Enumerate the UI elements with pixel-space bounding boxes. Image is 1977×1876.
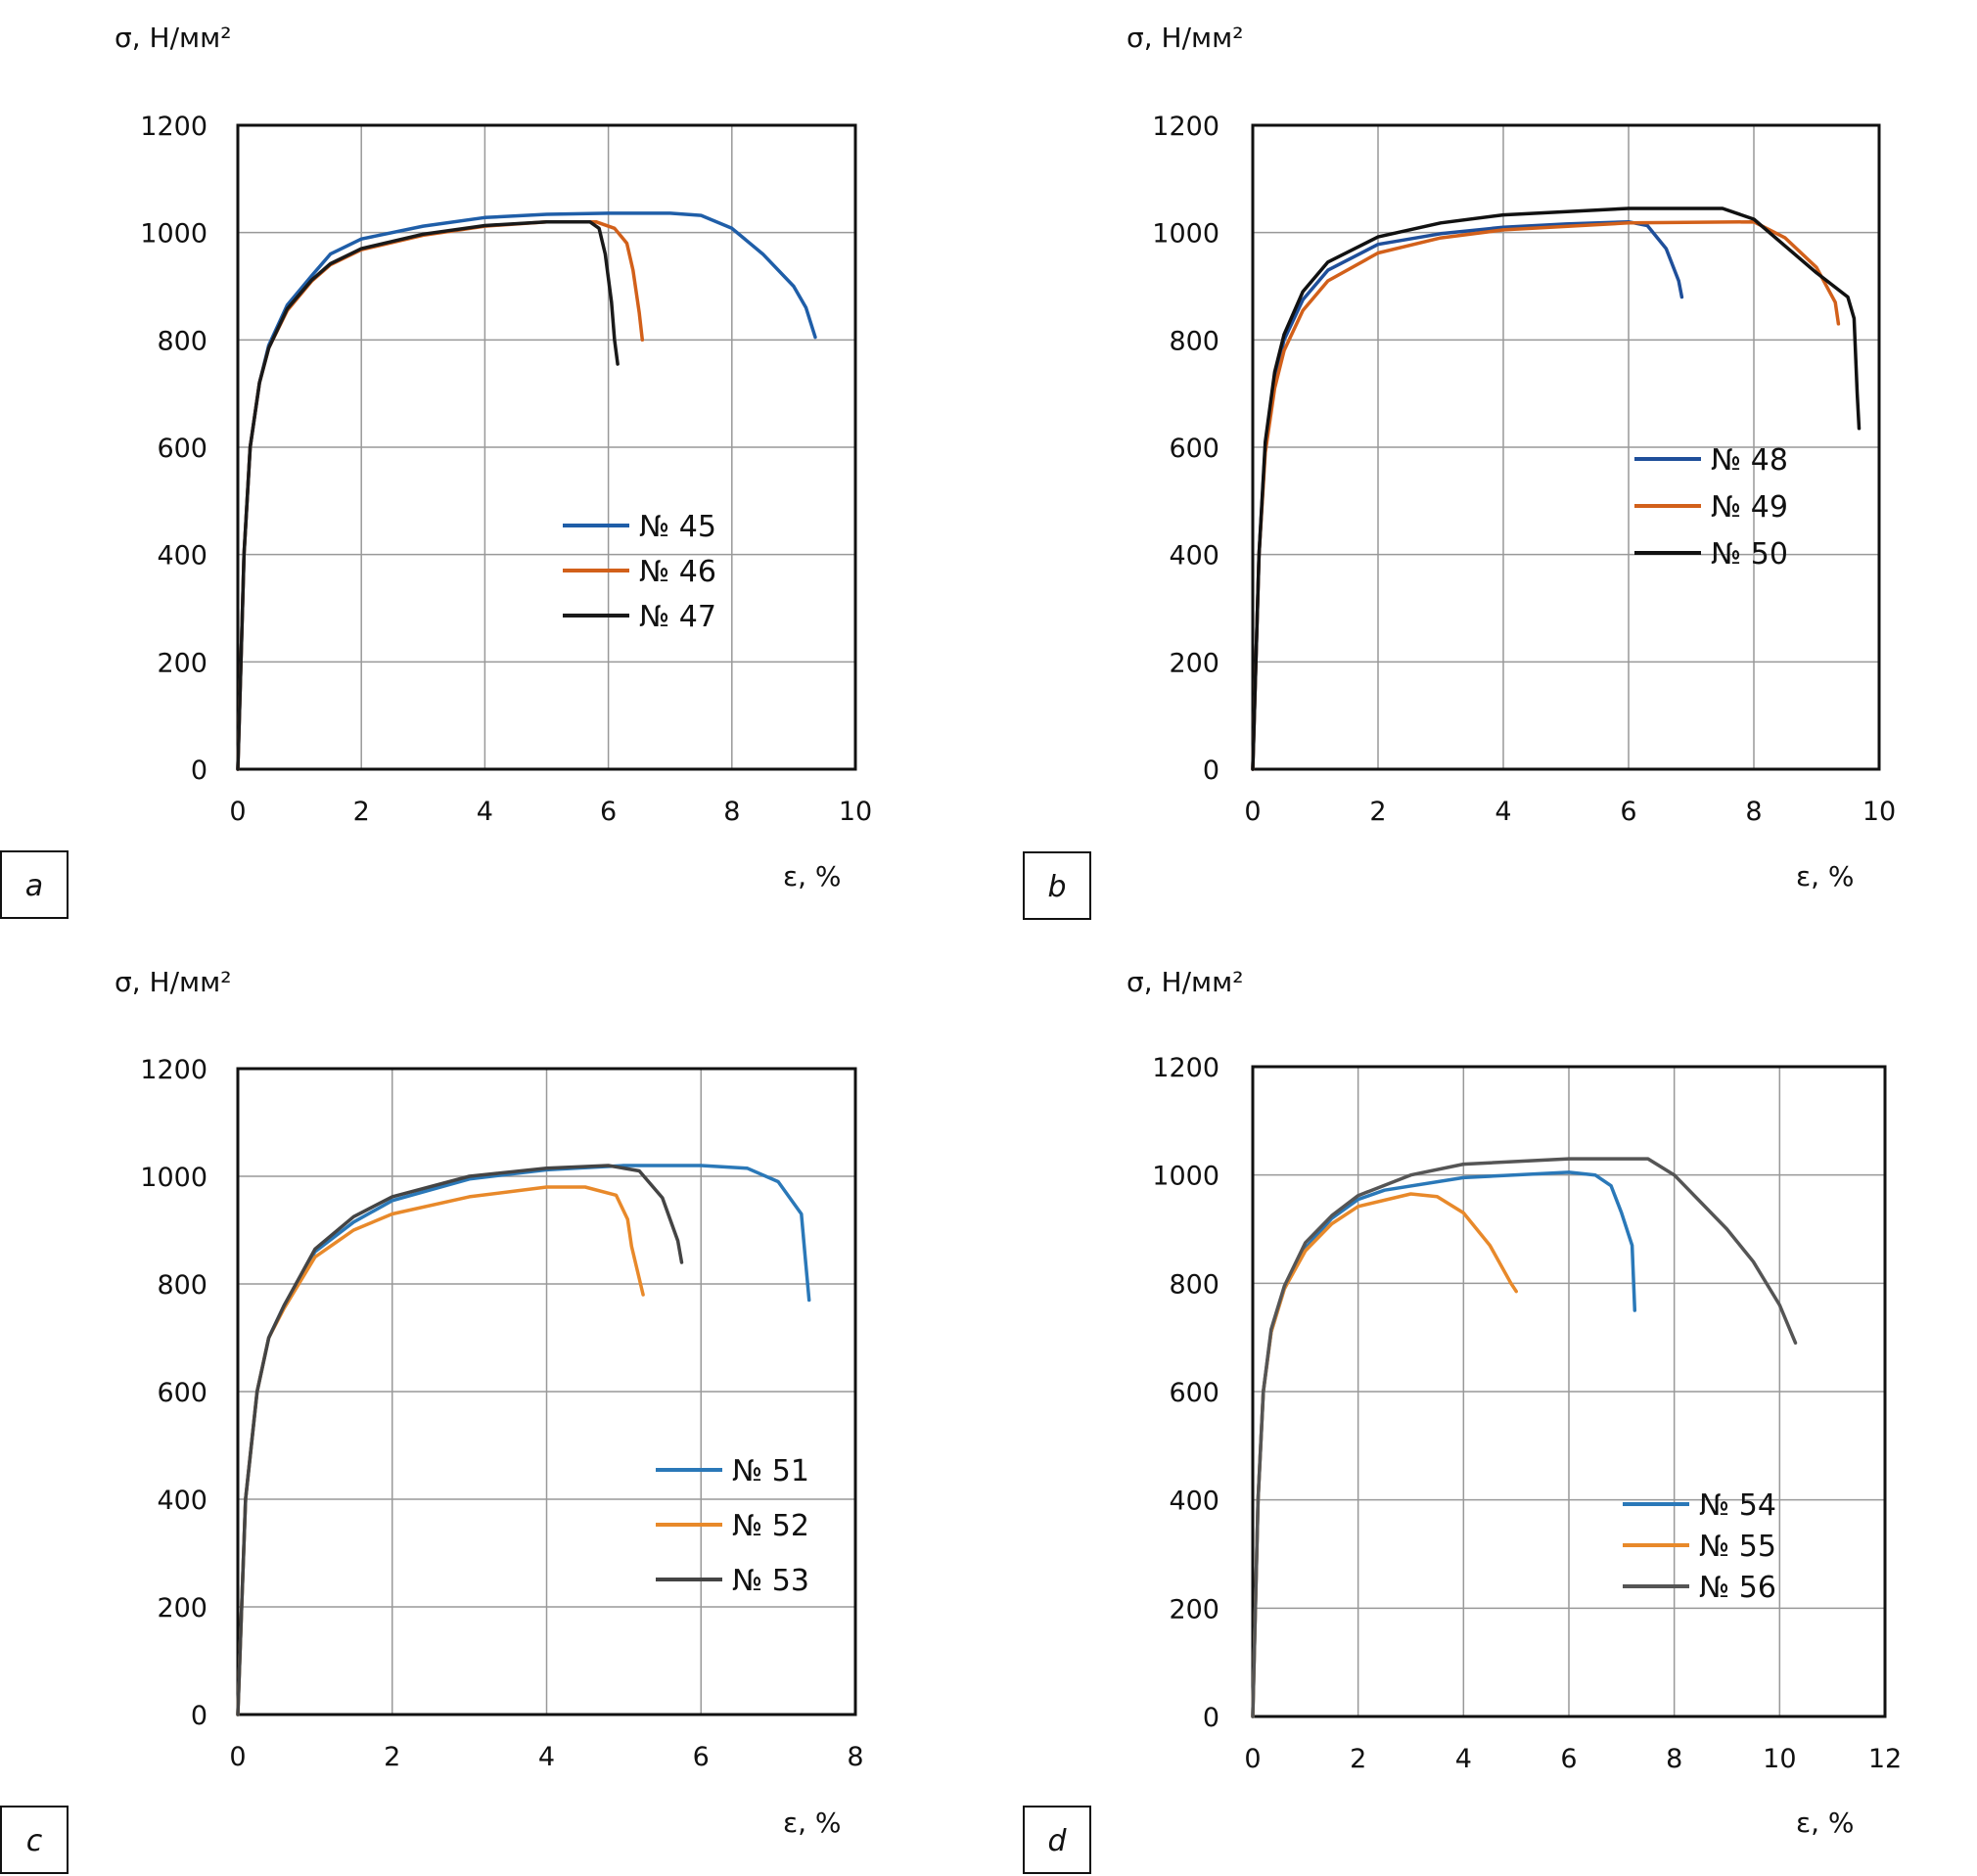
x-tick-label: 0 bbox=[229, 797, 246, 827]
series-line-51 bbox=[236, 1164, 811, 1716]
x-tick-label: 6 bbox=[1560, 1744, 1577, 1774]
legend-label: № 46 bbox=[639, 555, 716, 589]
y-tick-label: 0 bbox=[191, 1701, 207, 1731]
x-tick-label: 2 bbox=[384, 1742, 400, 1772]
x-tick-label: 4 bbox=[538, 1742, 555, 1772]
x-tick-label: 4 bbox=[477, 797, 493, 827]
legend-label: № 53 bbox=[732, 1564, 809, 1598]
chart-panel-a: 0 2 4 6 8 10 0 200 400 600 800 1000 1200 № 45 № 46 № 47… bbox=[0, 22, 872, 919]
y-tick-label: 800 bbox=[157, 326, 207, 356]
y-axis-label: σ, Н/мм² bbox=[1126, 22, 1244, 54]
x-tick-label: 8 bbox=[723, 797, 740, 827]
x-tick-label: 0 bbox=[229, 1742, 246, 1772]
x-tick-label: 0 bbox=[1244, 1744, 1261, 1774]
y-tick-label: 600 bbox=[1169, 1378, 1219, 1408]
series-line-48 bbox=[1251, 219, 1684, 771]
x-tick-label: 2 bbox=[1350, 1744, 1366, 1774]
legend-label: № 52 bbox=[732, 1509, 809, 1543]
series-line-47 bbox=[236, 219, 620, 771]
y-tick-label: 1200 bbox=[1152, 1053, 1219, 1083]
series-line-53 bbox=[236, 1164, 684, 1716]
legend-label: № 45 bbox=[639, 510, 716, 544]
x-tick-label: 6 bbox=[1620, 797, 1636, 827]
x-tick-label: 6 bbox=[693, 1742, 710, 1772]
legend-label: № 49 bbox=[1711, 490, 1788, 525]
panel-label-box bbox=[1023, 1806, 1091, 1874]
legend-label: № 47 bbox=[639, 600, 716, 634]
y-tick-label: 1000 bbox=[1152, 1162, 1219, 1192]
y-tick-label: 800 bbox=[157, 1270, 207, 1301]
y-axis-label: σ, Н/мм² bbox=[1126, 966, 1244, 998]
legend-label: № 50 bbox=[1711, 537, 1788, 572]
legend-label: № 55 bbox=[1699, 1530, 1776, 1564]
y-axis-label: σ, Н/мм² bbox=[115, 22, 232, 54]
plot-frame bbox=[236, 123, 857, 771]
x-tick-label: 10 bbox=[839, 797, 872, 827]
panel-label: c bbox=[26, 1824, 43, 1858]
panel-label-box bbox=[0, 850, 69, 919]
x-tick-label: 10 bbox=[1862, 797, 1896, 827]
panel-label: d bbox=[1047, 1824, 1067, 1858]
x-tick-label: 8 bbox=[847, 1742, 863, 1772]
y-tick-label: 400 bbox=[157, 541, 207, 572]
legend-label: № 56 bbox=[1699, 1571, 1776, 1605]
chart-panel-c: 0 2 4 6 8 0 200 400 600 800 1000 1200 № 51 № 52 № 53 σ,… bbox=[0, 966, 864, 1874]
x-axis-label: ε, % bbox=[783, 1807, 842, 1839]
plot-frame bbox=[1251, 123, 1881, 771]
y-axis-label: σ, Н/мм² bbox=[115, 966, 232, 998]
y-tick-label: 200 bbox=[157, 1593, 207, 1624]
x-tick-label: 12 bbox=[1868, 1744, 1902, 1774]
plot-frame bbox=[236, 1067, 857, 1716]
y-tick-label: 1200 bbox=[1152, 112, 1219, 142]
y-tick-label: 1200 bbox=[140, 112, 207, 142]
series-line-56 bbox=[1251, 1157, 1798, 1718]
y-tick-label: 400 bbox=[157, 1486, 207, 1516]
x-tick-label: 6 bbox=[600, 797, 617, 827]
panel-label: a bbox=[25, 869, 43, 903]
series-line-52 bbox=[236, 1185, 645, 1716]
x-tick-label: 2 bbox=[1369, 797, 1386, 827]
x-tick-label: 0 bbox=[1244, 797, 1261, 827]
x-axis-label: ε, % bbox=[1796, 1807, 1855, 1839]
y-tick-label: 600 bbox=[157, 1378, 207, 1408]
legend-label: № 48 bbox=[1711, 443, 1788, 478]
x-tick-label: 4 bbox=[1494, 797, 1511, 827]
y-tick-label: 1000 bbox=[140, 1163, 207, 1193]
x-tick-label: 4 bbox=[1455, 1744, 1472, 1774]
series-line-50 bbox=[1251, 206, 1862, 771]
y-tick-label: 1200 bbox=[140, 1055, 207, 1085]
legend-label: № 51 bbox=[732, 1454, 809, 1488]
y-tick-label: 0 bbox=[1203, 755, 1219, 786]
legend-label: № 54 bbox=[1699, 1488, 1776, 1523]
y-tick-label: 800 bbox=[1169, 1269, 1219, 1300]
y-tick-label: 600 bbox=[1169, 434, 1219, 464]
x-axis-label: ε, % bbox=[783, 860, 842, 892]
y-tick-label: 600 bbox=[157, 434, 207, 464]
series-line-46 bbox=[236, 219, 645, 771]
panel-label-box bbox=[0, 1806, 69, 1874]
y-tick-label: 400 bbox=[1169, 1487, 1219, 1517]
plot-frame bbox=[1251, 1065, 1887, 1718]
x-tick-label: 2 bbox=[353, 797, 370, 827]
x-axis-label: ε, % bbox=[1796, 860, 1855, 892]
chart-panel-b: 0 2 4 6 8 10 0 200 400 600 800 1000 1200 № 48 № 49 № 50… bbox=[1023, 22, 1896, 920]
y-tick-label: 800 bbox=[1169, 326, 1219, 356]
x-tick-label: 8 bbox=[1666, 1744, 1682, 1774]
x-tick-label: 10 bbox=[1763, 1744, 1796, 1774]
series-line-45 bbox=[236, 211, 817, 771]
panel-label-box bbox=[1023, 851, 1091, 920]
chart-panel-d: 0 2 4 6 8 10 12 0 200 400 600 800 1000 1200 № 54 № 55 № … bbox=[1023, 966, 1902, 1874]
y-tick-label: 200 bbox=[157, 648, 207, 678]
y-tick-label: 0 bbox=[191, 755, 207, 786]
panel-label: b bbox=[1047, 870, 1066, 904]
y-tick-label: 1000 bbox=[1152, 219, 1219, 250]
series-line-54 bbox=[1251, 1170, 1637, 1718]
y-tick-label: 0 bbox=[1203, 1703, 1219, 1733]
x-tick-label: 8 bbox=[1745, 797, 1762, 827]
y-tick-label: 200 bbox=[1169, 648, 1219, 678]
y-tick-label: 200 bbox=[1169, 1594, 1219, 1624]
y-tick-label: 400 bbox=[1169, 541, 1219, 572]
y-tick-label: 1000 bbox=[140, 219, 207, 250]
